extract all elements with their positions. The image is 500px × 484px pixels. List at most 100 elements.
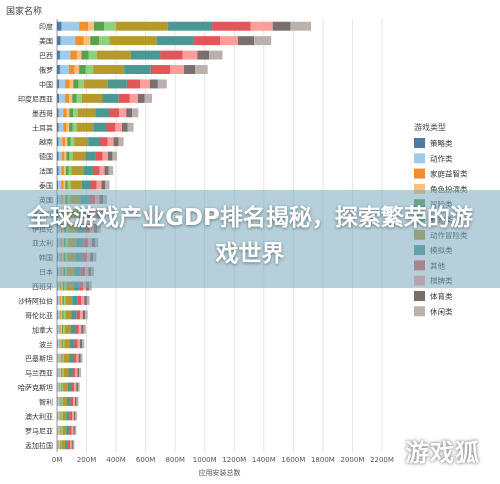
- bar-segment: [58, 411, 60, 421]
- bar-segment: [59, 411, 61, 421]
- bar-segment: [65, 295, 73, 305]
- bar-segment: [72, 440, 75, 450]
- bar-segment: [57, 368, 60, 378]
- x-tick-label: 800M: [165, 456, 184, 464]
- bar-segment: [58, 166, 62, 176]
- bar-segment: [65, 79, 70, 89]
- bar-segment: [63, 180, 66, 190]
- bar-segment: [84, 295, 87, 305]
- bar-segment: [57, 36, 61, 46]
- bar-segment: [71, 166, 84, 176]
- bar-segment: [68, 368, 73, 378]
- bar-segment: [77, 339, 81, 349]
- bar-segment: [90, 36, 100, 46]
- bar-segment: [76, 382, 78, 392]
- bar-segment: [78, 353, 81, 363]
- category-label: 哈萨克斯坦: [18, 383, 53, 392]
- bar-segment: [96, 50, 131, 60]
- bar-segment: [79, 65, 86, 74]
- bar-segment: [150, 65, 171, 74]
- bar-segment: [71, 425, 74, 435]
- bar-segment: [58, 108, 64, 118]
- bar-segment: [61, 411, 63, 421]
- bar-segment: [72, 93, 77, 103]
- bar-segment: [72, 151, 86, 161]
- bar-segment: [137, 93, 145, 103]
- bar-segment: [76, 122, 94, 132]
- bar-segment: [57, 180, 59, 190]
- bar-segment: [74, 425, 77, 435]
- bar-segment: [167, 21, 213, 31]
- bar-segment: [57, 324, 60, 334]
- bar-segment: [61, 382, 64, 392]
- bar-segment: [149, 79, 158, 89]
- bar-segment: [59, 324, 61, 334]
- bar-segment: [59, 440, 61, 450]
- bar-segment: [57, 353, 60, 363]
- category-label: 孟加拉国: [25, 441, 53, 450]
- bar-segment: [77, 382, 80, 392]
- bar-segment: [57, 295, 58, 305]
- legend-item-label: 角色扮演类: [430, 184, 468, 194]
- x-tick-label: 2000M: [341, 456, 365, 464]
- bar-segment: [101, 180, 106, 190]
- bar-segment: [57, 440, 59, 450]
- bar-segment: [105, 180, 110, 190]
- bar-segment: [72, 295, 78, 305]
- legend-item-label: 动作类: [430, 153, 453, 163]
- category-label: 法国: [39, 167, 53, 176]
- bar-segment: [99, 137, 108, 147]
- bar-segment: [67, 382, 72, 392]
- x-tick-label: 1600M: [281, 456, 305, 464]
- bar-segment: [75, 368, 78, 378]
- bar-segment: [124, 65, 151, 74]
- bar-segment: [184, 65, 196, 74]
- bar-segment: [59, 353, 61, 363]
- category-label: 土耳其: [32, 123, 53, 132]
- bar-segment: [96, 180, 102, 190]
- article-headline: 全球游戏产业GDP排名揭秘，探索繁荣的游戏世界: [27, 205, 473, 267]
- bar-segment: [57, 137, 59, 147]
- bar-segment: [76, 50, 82, 60]
- bar-segment: [66, 411, 70, 421]
- bar-segment: [65, 180, 68, 190]
- bar-segment: [63, 368, 69, 378]
- bar-segment: [57, 440, 58, 450]
- bar-segment: [88, 50, 97, 60]
- x-tick-label: 0M: [52, 456, 63, 464]
- category-label: 中国: [39, 80, 53, 89]
- bar-segment: [77, 368, 80, 378]
- bar-segment: [57, 310, 58, 320]
- bar-segment: [61, 151, 65, 161]
- bar-segment: [93, 65, 125, 74]
- bar-segment: [60, 36, 76, 46]
- bar-segment: [59, 368, 61, 378]
- bar-segment: [57, 425, 58, 435]
- bar-segment: [62, 353, 64, 363]
- bar-segment: [209, 50, 223, 60]
- bar-segment: [77, 108, 96, 118]
- bar-segment: [62, 397, 68, 406]
- category-label: 波兰: [39, 340, 53, 349]
- x-tick-label: 200M: [77, 456, 96, 464]
- legend-item-label: 体育类: [430, 291, 453, 301]
- bar-segment: [70, 50, 77, 60]
- bar-segment: [57, 310, 60, 320]
- bar-segment: [61, 324, 64, 334]
- bar-segment: [95, 151, 103, 161]
- bar-segment: [60, 324, 62, 334]
- bar-segment: [76, 310, 81, 320]
- bar-segment: [57, 324, 58, 334]
- bar-segment: [68, 166, 72, 176]
- bar-segment: [64, 440, 68, 450]
- bar-segment: [59, 440, 60, 450]
- bar-segment: [88, 137, 100, 147]
- bar-segment: [74, 65, 80, 74]
- bar-segment: [60, 353, 62, 363]
- bar-segment: [72, 122, 77, 132]
- bar-segment: [127, 122, 134, 132]
- legend-swatch: [414, 138, 425, 148]
- bar-segment: [122, 122, 128, 132]
- bar-segment: [106, 122, 116, 132]
- bar-segment: [59, 382, 61, 392]
